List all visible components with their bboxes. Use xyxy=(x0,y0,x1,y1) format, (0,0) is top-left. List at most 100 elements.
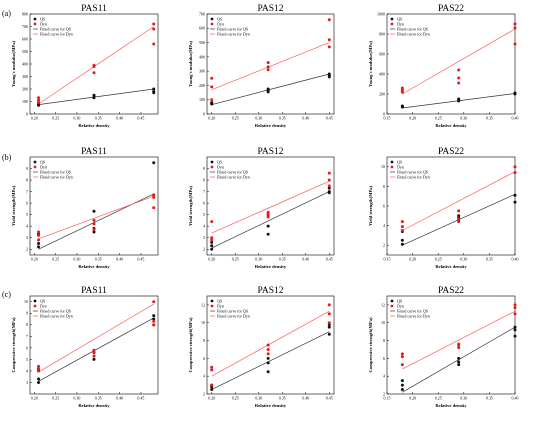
yield-pas11-y-tick-label: 9 xyxy=(26,166,28,171)
young-pas12-point-qs xyxy=(327,72,331,76)
young-pas22-x-tick-label: 0.25 xyxy=(435,116,442,121)
yield-pas12-point-qs xyxy=(210,240,214,244)
young-pas11-y-axis-label: Young's modulus(MPa) xyxy=(11,40,16,87)
yield-pas11-point-dyn xyxy=(152,195,156,199)
young-pas22-legend-qs-marker xyxy=(390,17,394,21)
compressive-pas11-legend-dyn-marker xyxy=(33,304,37,308)
compressive-pas22-point-dyn xyxy=(513,306,517,310)
compressive-pas12-x-tick-label: 0.25 xyxy=(232,396,239,401)
yield-pas11-point-qs xyxy=(92,230,96,234)
compressive-pas22-legend-qs-marker xyxy=(390,299,394,303)
yield-pas11-legend-fit-qs-label: Fitted curve for QS xyxy=(40,169,71,174)
young-pas22-title: PAS22 xyxy=(438,4,464,14)
young-pas11-y-tick-label: 600 xyxy=(22,36,28,41)
yield-pas11-x-tick-label: 0.45 xyxy=(137,257,144,262)
yield-pas11-x-tick-label: 0.40 xyxy=(116,257,123,262)
yield-pas12-legend-fit-dyn-label: Fitted curve for Dyn xyxy=(217,174,250,179)
compressive-pas22-y-tick-label: 8 xyxy=(383,338,385,343)
compressive-pas11-x-tick-label: 0.25 xyxy=(52,396,59,401)
yield-pas11-x-tick-label: 0.35 xyxy=(95,257,102,262)
young-pas11-title: PAS11 xyxy=(81,4,107,14)
compressive-pas22-point-dyn xyxy=(457,342,461,346)
compressive-pas12-y-tick-label: 4 xyxy=(203,374,205,379)
compressive-pas12-point-dyn xyxy=(210,383,214,387)
young-pas22-x-tick-label: 0.35 xyxy=(486,116,493,121)
compressive-pas11-point-dyn xyxy=(152,319,156,323)
young-pas12-y-tick-label: 100 xyxy=(199,97,205,102)
compressive-pas11-fit-line-dyn xyxy=(38,303,154,373)
young-pas12-fit-line-qs xyxy=(211,73,330,106)
compressive-pas12-legend-dyn-label: Dyn xyxy=(217,303,224,308)
young-pas22-x-tick-label: 0.30 xyxy=(460,116,467,121)
yield-pas22-point-qs xyxy=(457,214,461,218)
young-pas11-point-dyn xyxy=(37,98,41,102)
compressive-pas11-point-dyn xyxy=(152,300,156,304)
compressive-pas12-x-tick-label: 0.35 xyxy=(279,396,286,401)
compressive-pas22-point-qs xyxy=(400,383,404,387)
compressive-pas11-y-tick-label: 10 xyxy=(24,299,28,304)
row-label-c: (c) xyxy=(2,290,11,299)
yield-pas11-y-tick-label: 7 xyxy=(26,189,28,194)
compressive-pas11-legend-qs-label: QS xyxy=(40,298,45,303)
young-pas11-point-dyn xyxy=(92,71,96,75)
compressive-pas12-y-tick-label: 6 xyxy=(203,356,205,361)
compressive-pas22-point-dyn xyxy=(400,355,404,359)
yield-pas11-x-tick-label: 0.25 xyxy=(52,257,59,262)
yield-pas22-x-axis-label: Relative density xyxy=(435,264,467,269)
compressive-pas11-y-tick-label: 4 xyxy=(26,368,28,373)
compressive-pas11-point-dyn xyxy=(152,323,156,327)
yield-pas12-point-dyn xyxy=(210,220,214,224)
young-pas12-x-axis-label: Relative density xyxy=(255,123,287,128)
yield-pas22-y-tick-label: 6 xyxy=(383,203,385,208)
young-pas22-chart: PAS22 Relative density Young's modulus(MPa… xyxy=(368,4,519,128)
young-pas22-y-tick-label: 200 xyxy=(379,91,385,96)
compressive-pas11-y-tick-label: 9 xyxy=(26,311,28,316)
yield-pas22-x-tick-label: 0.20 xyxy=(409,257,416,262)
yield-pas12-point-dyn xyxy=(266,215,270,219)
young-pas22-x-tick-label: 0.40 xyxy=(512,116,519,121)
compressive-pas11-y-tick-label: 5 xyxy=(26,357,28,362)
compressive-pas12-legend-qs-label: QS xyxy=(217,298,222,303)
compressive-pas12-plot-frame xyxy=(206,295,335,395)
compressive-pas12-chart: PAS12 Relative density Compressive strengt… xyxy=(188,286,335,408)
yield-pas11-x-tick-label: 0.20 xyxy=(31,257,38,262)
young-pas11-fit-line-dyn xyxy=(38,26,154,105)
chart-panels: PAS11 Relative density Young's modulus(MPa… xyxy=(11,4,519,408)
young-pas22-plot-frame xyxy=(386,13,516,115)
young-pas22-legend-fit-qs-label: Fitted curve for QS xyxy=(397,26,428,31)
young-pas11-chart: PAS11 Relative density Young's modulus(MPa… xyxy=(11,4,159,128)
compressive-pas22-x-tick-label: 0.40 xyxy=(512,396,519,401)
compressive-pas12-point-dyn xyxy=(210,365,214,369)
yield-pas22-legend-fit-dyn-label: Fitted curve for Dyn xyxy=(397,174,430,179)
yield-pas22-point-dyn xyxy=(513,165,517,169)
young-pas12-x-tick-label: 0.35 xyxy=(279,116,286,121)
compressive-pas12-x-tick-label: 0.45 xyxy=(326,396,333,401)
yield-pas12-y-tick-label: 3 xyxy=(203,235,205,240)
young-pas12-point-dyn xyxy=(266,65,270,69)
yield-pas22-point-dyn xyxy=(457,220,461,224)
yield-pas12-x-axis-label: Relative density xyxy=(255,264,287,269)
young-pas11-y-tick-label: 700 xyxy=(22,24,28,29)
young-pas22-point-dyn xyxy=(513,42,517,46)
yield-pas22-point-dyn xyxy=(457,209,461,213)
young-pas12-x-tick-label: 0.30 xyxy=(255,116,262,121)
compressive-pas12-title: PAS12 xyxy=(257,286,283,296)
yield-pas12-legend-dyn-marker xyxy=(210,165,214,169)
young-pas11-x-tick-label: 0.25 xyxy=(52,116,59,121)
compressive-pas11-y-axis-label: Compressive strength(MPa) xyxy=(11,317,16,373)
yield-pas11-point-dyn xyxy=(92,218,96,222)
yield-pas11-point-dyn xyxy=(37,233,41,237)
compressive-pas22-legend-dyn-marker xyxy=(390,304,394,308)
young-pas11-point-dyn xyxy=(152,42,156,46)
compressive-pas11-point-dyn xyxy=(37,367,41,371)
yield-pas12-point-dyn xyxy=(266,210,270,214)
compressive-pas11-chart: PAS11 Relative density Compressive strengt… xyxy=(11,286,159,408)
young-pas12-y-tick-label: 300 xyxy=(199,69,205,74)
young-pas12-y-axis-label: Young's modulus(MPa) xyxy=(188,40,193,87)
young-pas12-y-tick-label: 0 xyxy=(203,111,205,116)
yield-pas11-point-qs xyxy=(92,209,96,213)
